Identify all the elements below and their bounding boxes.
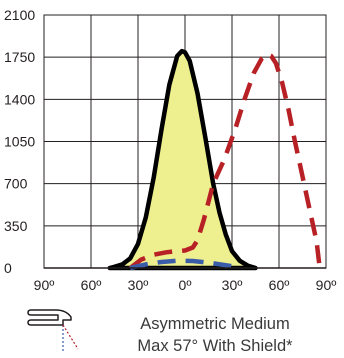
y-tick-label-0: 2100 — [4, 7, 35, 23]
x-tick-label-5: 60º — [269, 277, 290, 293]
series-0-area — [107, 48, 258, 271]
light-fixture-icon — [27, 309, 79, 353]
series-2-line — [129, 258, 241, 271]
x-tick-label-4: 30º — [222, 277, 243, 293]
y-tick-label-4: 700 — [4, 176, 28, 192]
chart-axes — [43, 14, 327, 269]
x-tick-label-6: 90º — [316, 277, 337, 293]
series-1-line — [128, 51, 322, 270]
x-tick-label-3: 0º — [179, 277, 192, 293]
x-tick-label-1: 60º — [81, 277, 102, 293]
chart-tick-labels: 2100 1750 1400 1050 700 350 0 90º 60º 30º 0º 30º 60º… — [4, 7, 336, 293]
chart-series — [107, 48, 322, 271]
y-tick-label-5: 350 — [4, 218, 28, 234]
x-tick-label-2: 30º — [128, 277, 149, 293]
caption-line-1: Asymmetric Medium — [140, 315, 290, 333]
y-tick-label-6: 0 — [4, 260, 12, 276]
y-tick-label-3: 1050 — [4, 134, 35, 150]
candela-chart: 2100 1750 1400 1050 700 350 0 90º 60º 30º 0º 30º 60º… — [4, 7, 336, 293]
y-tick-label-2: 1400 — [4, 91, 35, 107]
y-tick-label-1: 1750 — [4, 49, 35, 65]
caption-line-2: Max 57° With Shield* — [137, 337, 293, 355]
x-tick-label-0: 90º — [34, 277, 55, 293]
